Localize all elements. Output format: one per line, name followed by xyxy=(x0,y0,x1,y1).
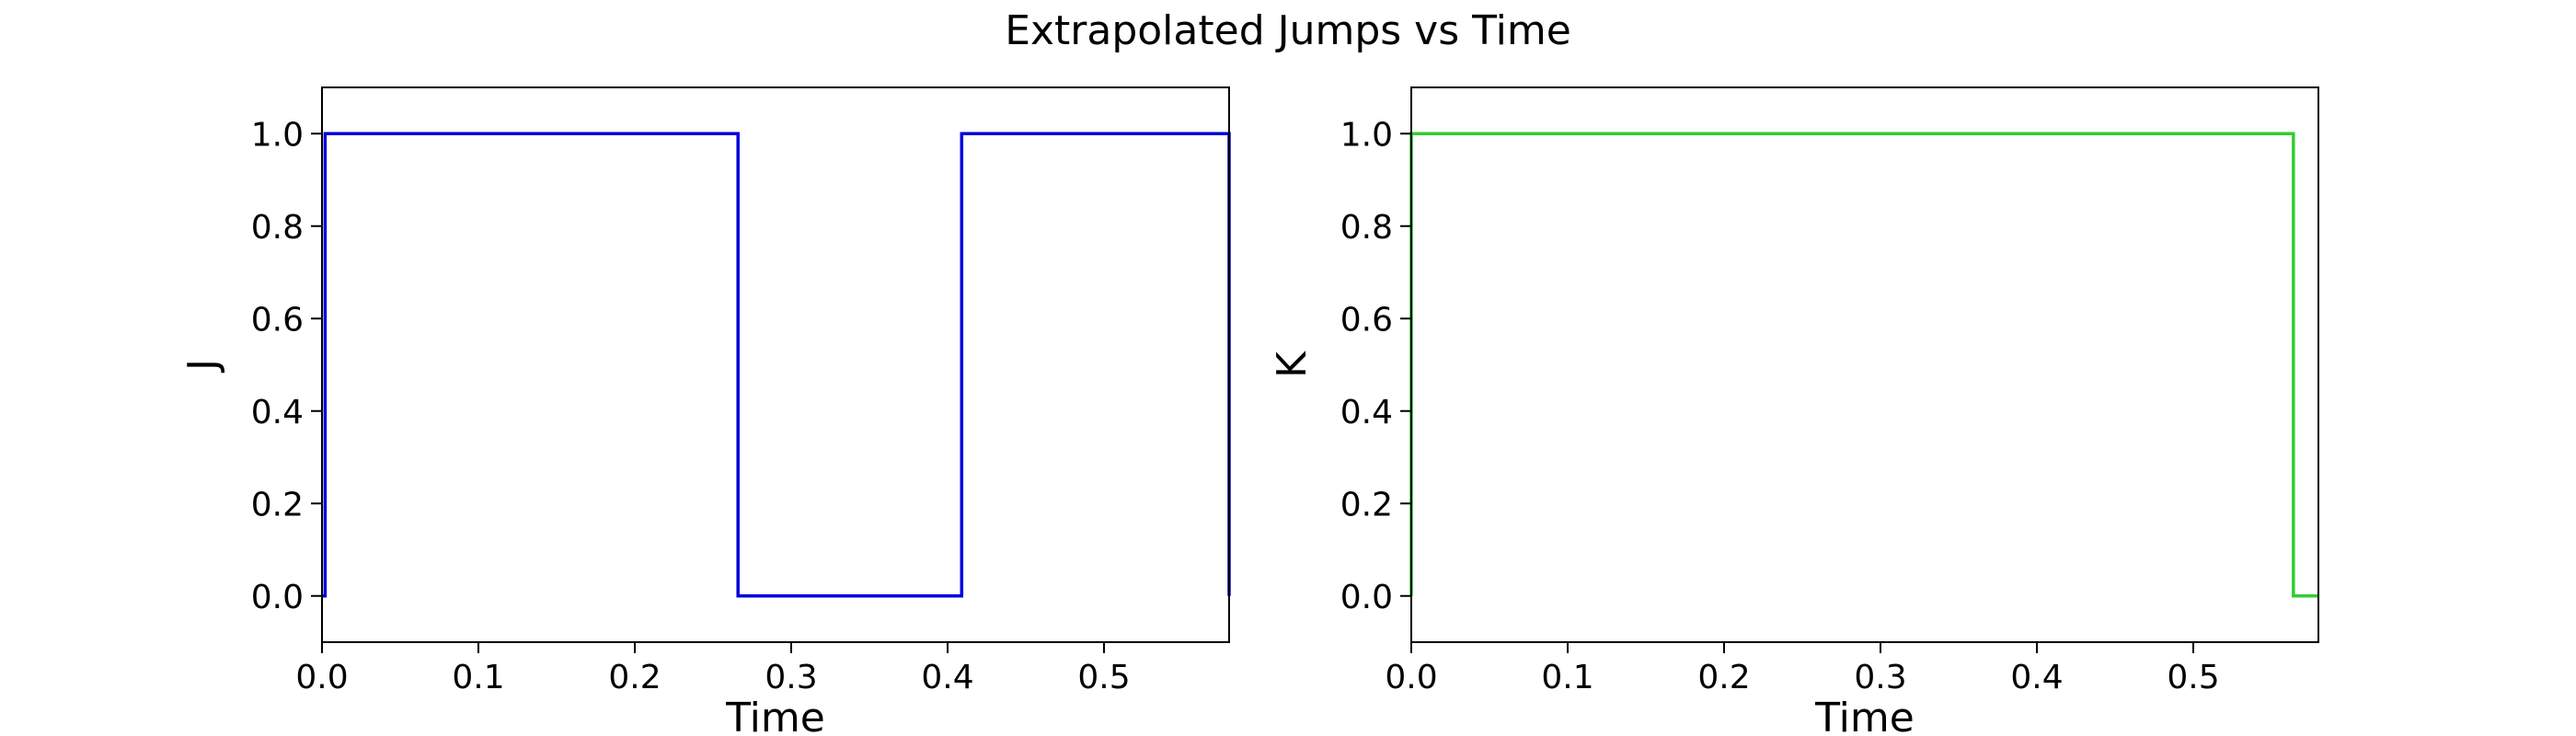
x-tick-label: 0.3 xyxy=(1854,659,1906,696)
x-tick-label: 0.3 xyxy=(765,659,817,696)
x-tick-label: 0.0 xyxy=(1385,659,1437,696)
y-tick-label: 0.0 xyxy=(1340,579,1393,616)
x-tick-label: 0.2 xyxy=(1697,659,1750,696)
y-tick-label: 0.6 xyxy=(1340,301,1393,339)
y-tick-label: 0.8 xyxy=(251,209,304,247)
chart-panels: 0.0 0.1 0.2 0.3 0.4 0.5 0.0 0.2 0.4 0.6 0.8 1.0 Time… xyxy=(179,86,2319,736)
x-tick-label: 0.4 xyxy=(2010,659,2063,696)
x-tick-label: 0.4 xyxy=(921,659,973,696)
x-tick-label: 0.2 xyxy=(608,659,661,696)
series-line-1 xyxy=(322,132,1231,598)
y-tick-label: 0.4 xyxy=(251,394,304,431)
axes-frame xyxy=(1410,86,2319,643)
y-tick-label: 0.8 xyxy=(1340,209,1393,247)
y-tick-label: 0.2 xyxy=(1340,486,1393,523)
y-tick-label: 0.2 xyxy=(251,486,304,523)
y-axis-label: J xyxy=(179,359,226,374)
x-tick-label: 0.1 xyxy=(1541,659,1593,696)
y-tick-label: 0.0 xyxy=(251,579,304,616)
y-axis-label: K xyxy=(1269,351,1316,378)
x-tick-label: 0.5 xyxy=(1077,659,1130,696)
figure-title: Extrapolated Jumps vs Time xyxy=(1005,7,1571,54)
subplot-1: 0.0 0.1 0.2 0.3 0.4 0.5 0.0 0.2 0.4 0.6 0.8 1.0 Time… xyxy=(179,86,1231,736)
axes-frame xyxy=(321,86,1230,643)
subplot-2: 0.0 0.1 0.2 0.3 0.4 0.5 0.0 0.2 0.4 0.6 0.8 1.0 Time… xyxy=(1269,86,2319,736)
x-tick-label: 0.0 xyxy=(295,659,348,696)
x-tick-label: 0.5 xyxy=(2167,659,2219,696)
y-tick-label: 1.0 xyxy=(251,116,304,154)
x-axis-label: Time xyxy=(725,695,825,736)
x-tick-label: 0.1 xyxy=(452,659,504,696)
y-tick-label: 0.6 xyxy=(251,301,304,339)
series-line-1 xyxy=(1409,132,2318,598)
y-tick-label: 1.0 xyxy=(1340,116,1393,154)
y-tick-label: 0.4 xyxy=(1340,394,1393,431)
x-axis-label: Time xyxy=(1814,695,1915,736)
